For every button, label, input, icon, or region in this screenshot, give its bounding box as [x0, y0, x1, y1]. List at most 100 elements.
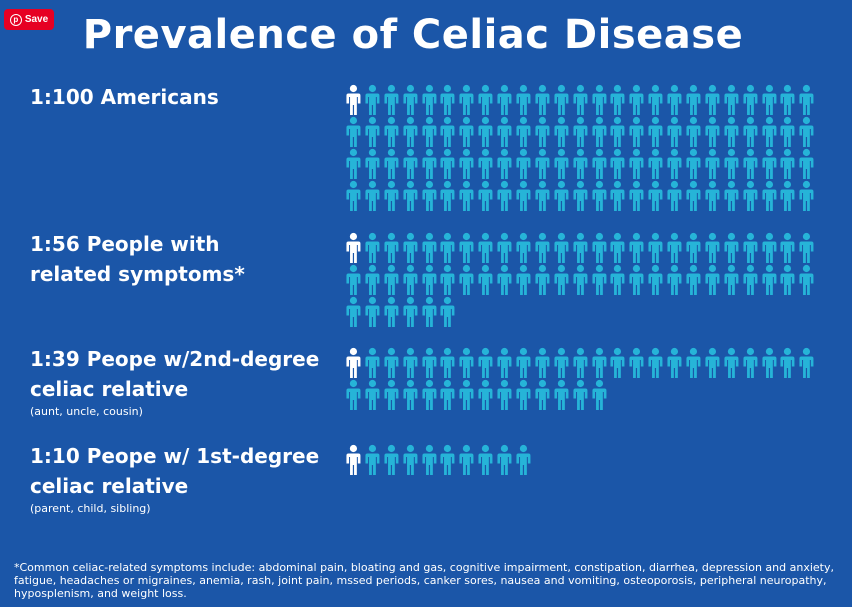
- person-icon: [382, 148, 401, 180]
- person-icon: [722, 264, 741, 296]
- person-icon: [797, 180, 816, 212]
- person-icon: [382, 232, 401, 264]
- person-icon: [533, 180, 552, 212]
- person-icon: [608, 84, 627, 116]
- person-icon-affected: [344, 347, 363, 379]
- person-icon: [627, 347, 646, 379]
- person-icon: [420, 232, 439, 264]
- person-icon: [760, 116, 779, 148]
- person-icon: [665, 232, 684, 264]
- row-label-first-degree: 1:10 Peope w/ 1st-degree celiac relative…: [30, 441, 319, 517]
- person-icon: [741, 116, 760, 148]
- row-label-second-degree: 1:39 Peope w/2nd-degree celiac relative …: [30, 344, 319, 420]
- person-icon: [382, 116, 401, 148]
- person-icon: [438, 84, 457, 116]
- person-icon: [665, 116, 684, 148]
- person-icon: [344, 116, 363, 148]
- person-icon: [457, 444, 476, 476]
- person-icon: [382, 84, 401, 116]
- person-icon: [457, 84, 476, 116]
- person-icon: [382, 444, 401, 476]
- save-button[interactable]: p Save: [4, 9, 54, 30]
- person-icon: [722, 347, 741, 379]
- person-icon: [684, 347, 703, 379]
- person-icon: [514, 84, 533, 116]
- person-icon: [590, 180, 609, 212]
- person-icon: [552, 232, 571, 264]
- person-grid-symptoms: [344, 232, 824, 328]
- person-icon: [590, 148, 609, 180]
- person-icon: [382, 347, 401, 379]
- person-icon: [665, 84, 684, 116]
- person-icon: [665, 264, 684, 296]
- person-icon: [608, 347, 627, 379]
- person-icon: [665, 148, 684, 180]
- person-icon: [420, 444, 439, 476]
- person-icon: [684, 180, 703, 212]
- person-icon: [533, 347, 552, 379]
- person-icon: [703, 347, 722, 379]
- person-icon: [608, 264, 627, 296]
- person-icon: [363, 148, 382, 180]
- row-label-line-2: celiac relative: [30, 377, 189, 401]
- person-icon: [552, 84, 571, 116]
- person-icon: [476, 180, 495, 212]
- person-icon: [476, 84, 495, 116]
- person-icon: [420, 347, 439, 379]
- person-icon: [438, 116, 457, 148]
- person-icon: [344, 148, 363, 180]
- person-icon: [382, 264, 401, 296]
- person-icon: [533, 84, 552, 116]
- person-icon: [438, 264, 457, 296]
- person-icon: [401, 232, 420, 264]
- person-icon: [495, 379, 514, 411]
- person-icon: [401, 444, 420, 476]
- person-icon: [457, 347, 476, 379]
- person-icon: [438, 347, 457, 379]
- person-icon: [797, 264, 816, 296]
- person-icon: [438, 148, 457, 180]
- person-icon: [382, 296, 401, 328]
- person-icon: [457, 116, 476, 148]
- person-icon: [722, 148, 741, 180]
- person-icon: [457, 264, 476, 296]
- person-icon: [457, 379, 476, 411]
- person-icon: [476, 347, 495, 379]
- person-icon: [778, 264, 797, 296]
- person-icon: [420, 296, 439, 328]
- person-icon: [703, 116, 722, 148]
- person-icon: [420, 180, 439, 212]
- person-icon: [438, 444, 457, 476]
- person-icon: [476, 444, 495, 476]
- person-icon: [760, 232, 779, 264]
- person-icon: [514, 264, 533, 296]
- person-icon: [608, 180, 627, 212]
- person-icon: [571, 180, 590, 212]
- person-icon: [741, 232, 760, 264]
- person-icon: [457, 180, 476, 212]
- person-icon: [590, 84, 609, 116]
- person-icon: [571, 84, 590, 116]
- person-icon: [401, 116, 420, 148]
- person-icon: [646, 180, 665, 212]
- person-icon: [646, 116, 665, 148]
- person-icon: [363, 232, 382, 264]
- person-icon: [778, 347, 797, 379]
- person-icon: [420, 116, 439, 148]
- person-icon: [797, 84, 816, 116]
- save-button-label: Save: [24, 14, 49, 25]
- person-icon: [552, 264, 571, 296]
- person-icon: [344, 180, 363, 212]
- person-icon: [608, 232, 627, 264]
- person-icon: [514, 232, 533, 264]
- row-sublabel: (aunt, uncle, cousin): [30, 405, 143, 418]
- person-icon: [476, 232, 495, 264]
- person-icon: [684, 116, 703, 148]
- person-icon: [495, 180, 514, 212]
- person-icon: [590, 232, 609, 264]
- person-icon: [438, 232, 457, 264]
- person-icon: [703, 232, 722, 264]
- person-icon: [703, 148, 722, 180]
- person-icon: [760, 347, 779, 379]
- person-icon: [741, 180, 760, 212]
